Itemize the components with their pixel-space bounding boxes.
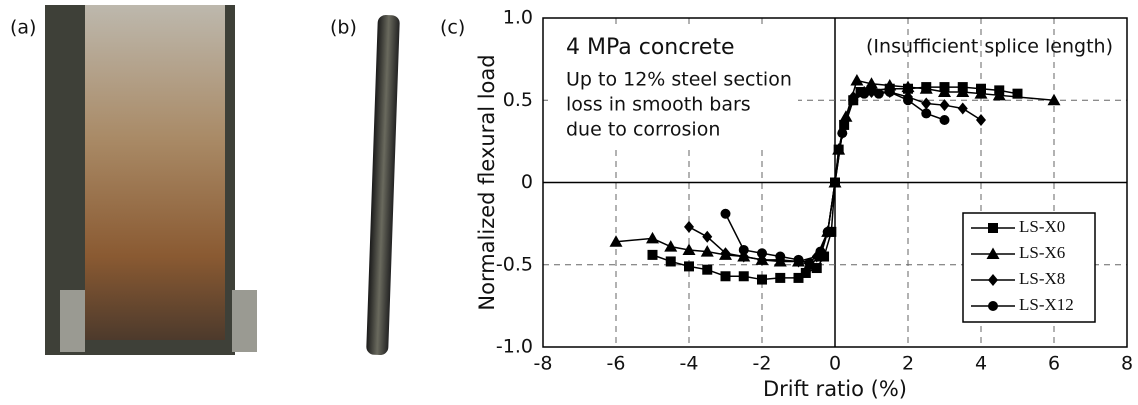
marker <box>665 256 676 267</box>
panel-label: (c) <box>440 17 465 39</box>
marker <box>832 143 846 155</box>
x-tick-label: -2 <box>753 353 772 375</box>
legend-marker <box>988 274 998 286</box>
marker <box>865 77 878 89</box>
marker <box>702 264 713 275</box>
marker <box>720 247 731 260</box>
marker <box>757 248 767 259</box>
marker <box>811 263 822 274</box>
legend-marker <box>988 223 998 233</box>
marker <box>939 99 950 112</box>
annotation: (Insufficient splice length) <box>866 36 1113 58</box>
marker <box>921 97 932 110</box>
y-tick-label: 0.5 <box>503 89 533 111</box>
legend-label: LS-X8 <box>1019 269 1065 288</box>
x-tick-label: -8 <box>534 353 553 375</box>
marker <box>700 245 714 257</box>
marker <box>830 177 840 188</box>
marker <box>956 85 970 98</box>
x-tick-label: 4 <box>975 353 987 375</box>
annotation: due to corrosion <box>566 119 720 141</box>
x-tick-label: 2 <box>902 353 914 375</box>
marker <box>702 230 713 243</box>
annotation: loss in smooth bars <box>566 94 751 116</box>
marker <box>800 267 811 278</box>
legend: LS-X0 LS-X6 LS-X8 LS-X12 <box>962 212 1096 323</box>
legend-box <box>962 212 1096 323</box>
marker <box>804 258 815 269</box>
marker <box>848 95 859 106</box>
marker <box>901 80 915 93</box>
marker <box>682 243 696 255</box>
marker <box>1047 93 1061 106</box>
marker <box>839 110 853 122</box>
x-tick-label: -4 <box>680 353 699 375</box>
marker <box>903 95 913 106</box>
marker <box>775 272 786 283</box>
legend-label: LS-X6 <box>1019 243 1065 262</box>
annotation: Up to 12% steel section <box>566 69 792 91</box>
photo-b <box>366 14 400 356</box>
x-tick-label: 6 <box>1048 353 1060 375</box>
marker <box>757 274 767 285</box>
marker <box>974 87 988 99</box>
marker <box>646 231 659 244</box>
annotation: 4 MPa concrete <box>566 35 735 60</box>
x-tick-label: 8 <box>1121 353 1133 375</box>
marker <box>815 246 826 257</box>
marker <box>883 78 897 91</box>
x-axis-title: Drift ratio (%) <box>763 377 907 401</box>
marker <box>939 114 950 125</box>
marker <box>1012 88 1023 99</box>
marker <box>720 208 731 219</box>
marker <box>720 271 731 282</box>
panel-label: (a) <box>10 17 36 39</box>
marker <box>850 74 864 86</box>
marker <box>793 254 804 265</box>
marker <box>738 271 749 282</box>
marker <box>919 82 933 94</box>
marker <box>822 226 833 237</box>
legend-label: LS-X0 <box>1019 217 1065 236</box>
marker <box>992 88 1006 101</box>
marker <box>921 108 932 119</box>
y-tick-label: 0 <box>521 171 533 193</box>
marker <box>793 272 804 283</box>
marker <box>859 88 870 99</box>
marker <box>647 249 658 260</box>
marker <box>884 87 895 98</box>
legend-marker <box>986 247 1000 259</box>
marker <box>664 240 678 252</box>
y-tick-label: -0.5 <box>496 253 533 275</box>
marker <box>837 128 848 139</box>
marker <box>738 244 749 255</box>
annotation-background <box>548 28 798 146</box>
marker <box>609 235 623 247</box>
y-axis-title: Normalized flexural load <box>475 54 499 310</box>
marker <box>873 88 884 99</box>
annotation-group <box>548 28 798 146</box>
marker <box>684 220 694 233</box>
legend-label: LS-X12 <box>1019 295 1074 314</box>
legend-marker <box>988 301 998 311</box>
x-tick-label: -6 <box>607 353 626 375</box>
photo-a <box>45 5 257 355</box>
plot-frame <box>542 17 1128 348</box>
y-tick-label: 1.0 <box>503 7 533 29</box>
marker <box>775 251 786 262</box>
panel-label: (b) <box>330 17 357 39</box>
marker <box>684 261 694 272</box>
x-tick-label: 0 <box>829 353 841 375</box>
marker <box>957 102 968 115</box>
y-tick-label: -1.0 <box>496 336 533 358</box>
marker <box>938 85 951 98</box>
marker <box>976 113 986 126</box>
